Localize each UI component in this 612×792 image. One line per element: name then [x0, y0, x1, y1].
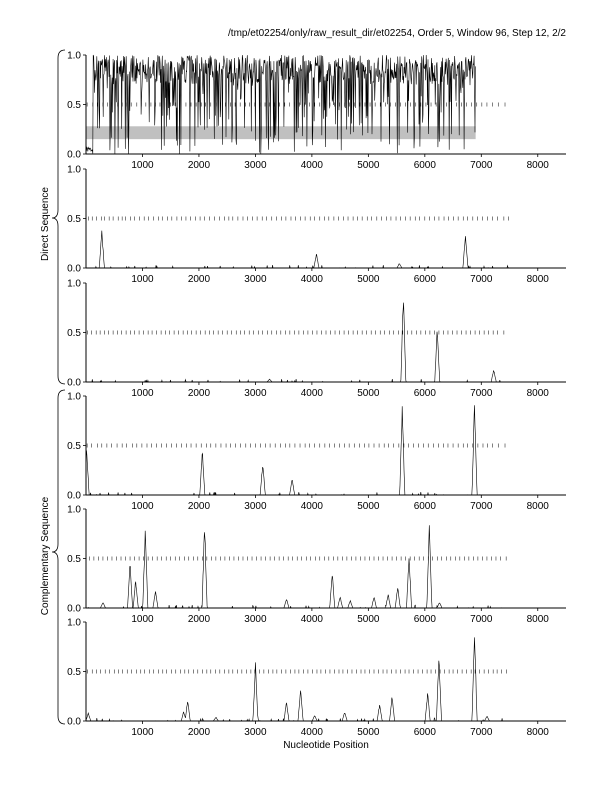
x-tick-label: 1000 — [131, 388, 154, 399]
x-tick-label: 4000 — [301, 614, 324, 625]
x-tick-label: 2000 — [188, 501, 211, 512]
direct-frame-3-panel: 0.0 0.5 1.0 1000 2000 3000 4000 5000 6000 7000 800… — [67, 279, 566, 399]
x-tick-label: 2000 — [188, 274, 211, 285]
x-tick-label: 5000 — [357, 727, 380, 738]
y-tick-label: 0.5 — [67, 441, 81, 452]
x-tick-label: 7000 — [470, 160, 493, 171]
x-tick-label: 5000 — [357, 388, 380, 399]
direct-frame-1-panel: 0.0 0.5 1.0 1000 2000 3000 4000 5000 6000 7000 800… — [67, 51, 566, 171]
x-tick-label: 7000 — [470, 388, 493, 399]
x-tick-label: 7000 — [470, 274, 493, 285]
y-tick-label: 0.0 — [67, 717, 81, 728]
y-tick-label: 1.0 — [67, 279, 81, 290]
x-tick-label: 2000 — [188, 388, 211, 399]
x-tick-label: 3000 — [244, 160, 267, 171]
x-tick-label: 4000 — [301, 727, 324, 738]
x-tick-label: 1000 — [131, 274, 154, 285]
orf-markers — [86, 443, 506, 448]
x-tick-label: 2000 — [188, 160, 211, 171]
x-tick-label: 1000 — [131, 160, 154, 171]
probability-line — [86, 525, 510, 609]
direct-sequence-label: Direct Sequence — [40, 187, 51, 261]
probability-line — [86, 302, 510, 383]
complementary-sequence-bracket — [51, 389, 66, 725]
y-tick-label: 1.0 — [67, 618, 81, 629]
y-tick-label: 1.0 — [67, 51, 81, 62]
x-tick-label: 3000 — [244, 274, 267, 285]
plot-panels: 0.0 0.5 1.0 1000 2000 3000 4000 5000 6000 7000 800… — [67, 51, 566, 738]
probability-line — [85, 54, 476, 155]
probability-line — [85, 405, 510, 496]
x-tick-label: 6000 — [414, 274, 437, 285]
y-tick-label: 0.0 — [67, 264, 81, 275]
x-tick-label: 4000 — [301, 160, 324, 171]
x-tick-label: 6000 — [414, 614, 437, 625]
probability-line — [85, 637, 510, 722]
complementary-frame-3-panel: 0.0 0.5 1.0 1000 2000 3000 4000 5000 6000 7000 800… — [67, 618, 566, 738]
x-tick-label: 8000 — [527, 614, 550, 625]
complementary-sequence-label: Complementary Sequence — [40, 496, 51, 615]
x-tick-label: 2000 — [188, 614, 211, 625]
direct-frame-2-panel: 0.0 0.5 1.0 1000 2000 3000 4000 5000 6000 7000 800… — [67, 165, 566, 285]
y-tick-label: 0.0 — [67, 604, 81, 615]
probability-line — [86, 230, 510, 269]
x-tick-label: 6000 — [414, 727, 437, 738]
orf-markers — [88, 216, 509, 221]
orf-markers — [86, 102, 506, 107]
orf-markers — [89, 556, 507, 561]
direct-sequence-bracket — [51, 49, 66, 385]
y-tick-label: 1.0 — [67, 165, 81, 176]
x-tick-label: 8000 — [527, 501, 550, 512]
x-tick-label: 8000 — [527, 388, 550, 399]
y-tick-label: 1.0 — [67, 392, 81, 403]
complementary-frame-2-panel: 0.0 0.5 1.0 1000 2000 3000 4000 5000 6000 7000 800… — [67, 505, 566, 625]
x-tick-label: 6000 — [414, 501, 437, 512]
orf-markers — [87, 330, 505, 335]
x-tick-label: 8000 — [527, 160, 550, 171]
x-tick-label: 4000 — [301, 388, 324, 399]
y-tick-label: 0.5 — [67, 328, 81, 339]
page-title: /tmp/et02254/only/raw_result_dir/et02254… — [228, 28, 566, 39]
y-tick-label: 0.0 — [67, 491, 81, 502]
x-tick-label: 8000 — [527, 274, 550, 285]
x-tick-label: 3000 — [244, 614, 267, 625]
x-tick-label: 5000 — [357, 501, 380, 512]
x-tick-label: 7000 — [470, 501, 493, 512]
x-tick-label: 4000 — [301, 274, 324, 285]
y-tick-label: 1.0 — [67, 505, 81, 516]
x-tick-label: 3000 — [244, 388, 267, 399]
x-tick-label: 4000 — [301, 501, 324, 512]
x-tick-label: 1000 — [131, 614, 154, 625]
x-tick-label: 5000 — [357, 274, 380, 285]
complementary-frame-1-panel: 0.0 0.5 1.0 1000 2000 3000 4000 5000 6000 7000 800… — [67, 392, 566, 512]
x-tick-label: 6000 — [414, 160, 437, 171]
x-tick-label: 3000 — [244, 727, 267, 738]
x-tick-label: 2000 — [188, 727, 211, 738]
orf-markers — [87, 669, 507, 674]
x-axis-label: Nucleotide Position — [283, 740, 369, 751]
x-tick-label: 1000 — [131, 727, 154, 738]
x-tick-label: 7000 — [470, 614, 493, 625]
x-tick-label: 5000 — [357, 614, 380, 625]
y-tick-label: 0.5 — [67, 554, 81, 565]
x-tick-label: 1000 — [131, 501, 154, 512]
y-tick-label: 0.5 — [67, 667, 81, 678]
threshold-band — [86, 126, 476, 140]
x-tick-label: 6000 — [414, 388, 437, 399]
y-tick-label: 0.0 — [67, 150, 81, 161]
y-tick-label: 0.0 — [67, 378, 81, 389]
x-tick-label: 3000 — [244, 501, 267, 512]
x-tick-label: 5000 — [357, 160, 380, 171]
y-tick-label: 0.5 — [67, 214, 81, 225]
y-tick-label: 0.5 — [67, 100, 81, 111]
x-tick-label: 8000 — [527, 727, 550, 738]
x-tick-label: 7000 — [470, 727, 493, 738]
